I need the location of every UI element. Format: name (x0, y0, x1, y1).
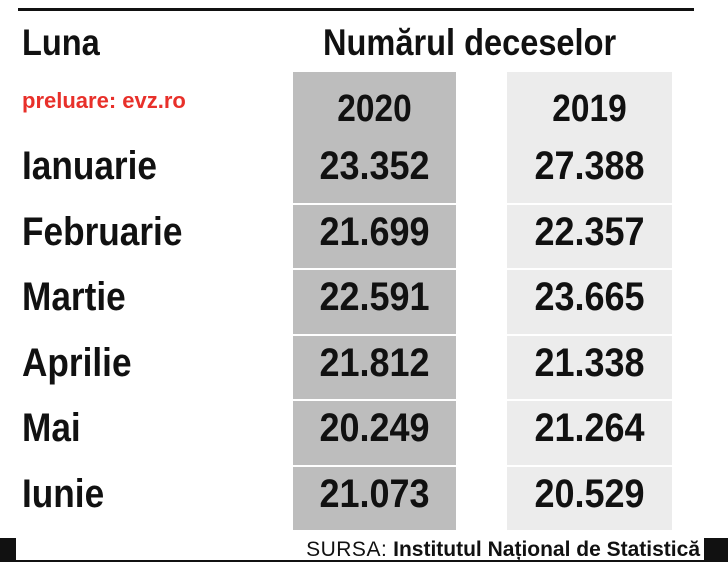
row-value-2020: 22.591 (319, 275, 430, 319)
row-value-2020: 20.249 (319, 406, 430, 450)
year-header-2019: 2019 (552, 88, 627, 130)
row-value-2020: 21.073 (319, 472, 430, 516)
row-value-2020: 23.352 (319, 144, 430, 188)
footer-right-block (704, 538, 728, 562)
source-label: SURSA: (306, 538, 388, 561)
row-divider (18, 268, 694, 270)
row-month-label: Ianuarie (22, 144, 157, 188)
row-value-2019: 20.529 (534, 472, 645, 516)
deaths-group-header: Numărul deceselor (323, 22, 617, 63)
row-divider (18, 203, 694, 205)
row-value-2019: 23.665 (534, 275, 645, 319)
row-month-label: Martie (22, 275, 126, 319)
top-cropped-strip (0, 0, 728, 8)
footer-rule (16, 560, 704, 562)
row-divider (18, 465, 694, 467)
credit-label: preluare: evz.ro (22, 88, 186, 113)
row-divider (18, 334, 694, 336)
month-column-header: Luna (22, 22, 100, 63)
row-value-2019: 22.357 (534, 210, 645, 254)
row-month-label: Iunie (22, 472, 105, 516)
year-header-2020: 2020 (337, 88, 412, 130)
source-line: SURSA: Institutul Național de Statistică (306, 538, 700, 562)
row-divider (18, 399, 694, 401)
row-value-2019: 21.338 (534, 341, 645, 385)
footer-bar (0, 536, 728, 564)
bottom-margin (0, 564, 728, 573)
row-value-2020: 21.812 (319, 341, 430, 385)
column-2020-background (293, 72, 456, 530)
footer-left-block (0, 538, 16, 562)
row-value-2020: 21.699 (319, 210, 430, 254)
header-rule (18, 8, 694, 11)
row-month-label: Mai (22, 406, 81, 450)
row-month-label: Februarie (22, 210, 183, 254)
row-month-label: Aprilie (22, 341, 132, 385)
row-value-2019: 21.264 (534, 406, 645, 450)
row-value-2019: 27.388 (534, 144, 645, 188)
source-organization: Institutul Național de Statistică (393, 538, 700, 561)
column-2019-background (507, 72, 672, 530)
